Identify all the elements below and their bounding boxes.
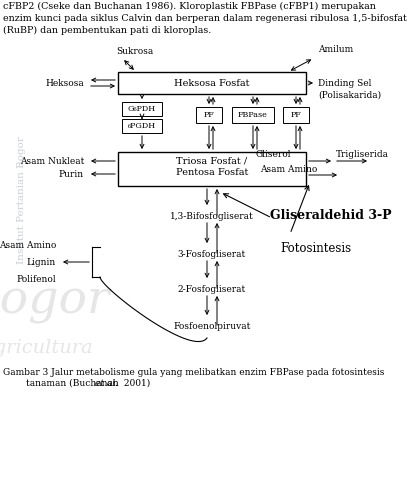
Text: Asam Amino: Asam Amino [260, 165, 318, 174]
Text: Bogor: Bogor [0, 277, 110, 323]
Text: Amilum: Amilum [318, 45, 353, 54]
Bar [122, 102, 162, 116]
Text: ₆PGDH: ₆PGDH [128, 122, 156, 130]
Text: Purin: Purin [59, 169, 84, 178]
Text: 3-Fosfogliserat: 3-Fosfogliserat [178, 250, 246, 259]
Text: Sukrosa: Sukrosa [116, 47, 153, 56]
Text: Lignin: Lignin [27, 257, 56, 266]
Text: Trigliserida: Trigliserida [336, 150, 389, 159]
Text: 2001): 2001) [121, 379, 150, 388]
Text: PF: PF [291, 111, 302, 119]
Text: FBPase: FBPase [238, 111, 268, 119]
Text: Asam Nukleat: Asam Nukleat [20, 156, 84, 165]
Text: 2-Fosfogliserat: 2-Fosfogliserat [178, 285, 246, 294]
Text: G₆PDH: G₆PDH [128, 105, 156, 113]
Text: Heksosa Fosfat: Heksosa Fosfat [174, 79, 250, 88]
Text: Polifenol: Polifenol [16, 274, 56, 283]
Bar [196, 107, 222, 123]
Bar [118, 152, 306, 186]
Text: et al.: et al. [95, 379, 118, 388]
Bar [118, 72, 306, 94]
Bar [283, 107, 309, 123]
Text: Gliserol: Gliserol [256, 150, 291, 159]
Text: Triosa Fosfat /
Pentosa Fosfat: Triosa Fosfat / Pentosa Fosfat [176, 156, 248, 177]
Bar [232, 107, 274, 123]
Text: Heksosa: Heksosa [45, 79, 84, 88]
Text: Institut Pertanian Bogor: Institut Pertanian Bogor [18, 136, 26, 264]
Text: cFBP2 (Cseke dan Buchanan 1986). Kloroplastik FBPase (cFBP1) merupakan
enzim kun: cFBP2 (Cseke dan Buchanan 1986). Kloropl… [3, 2, 407, 35]
Text: Gliseraldehid 3-P: Gliseraldehid 3-P [270, 209, 391, 222]
Text: 1,3-Bifosfogliserat: 1,3-Bifosfogliserat [170, 212, 254, 221]
Bar [122, 119, 162, 133]
Text: PF: PF [204, 111, 214, 119]
Text: tanaman (Buchanan: tanaman (Buchanan [3, 379, 122, 388]
Text: Fotosintesis: Fotosintesis [280, 242, 351, 254]
Text: Dinding Sel
(Polisakarida): Dinding Sel (Polisakarida) [318, 79, 381, 99]
Text: Asam Amino: Asam Amino [0, 241, 56, 249]
Text: agricultura: agricultura [0, 339, 93, 357]
Text: Fosfoenolpiruvat: Fosfoenolpiruvat [173, 322, 251, 331]
Text: Gambar 3 Jalur metabolisme gula yang melibatkan enzim FBPase pada fotosintesis: Gambar 3 Jalur metabolisme gula yang mel… [3, 368, 384, 377]
